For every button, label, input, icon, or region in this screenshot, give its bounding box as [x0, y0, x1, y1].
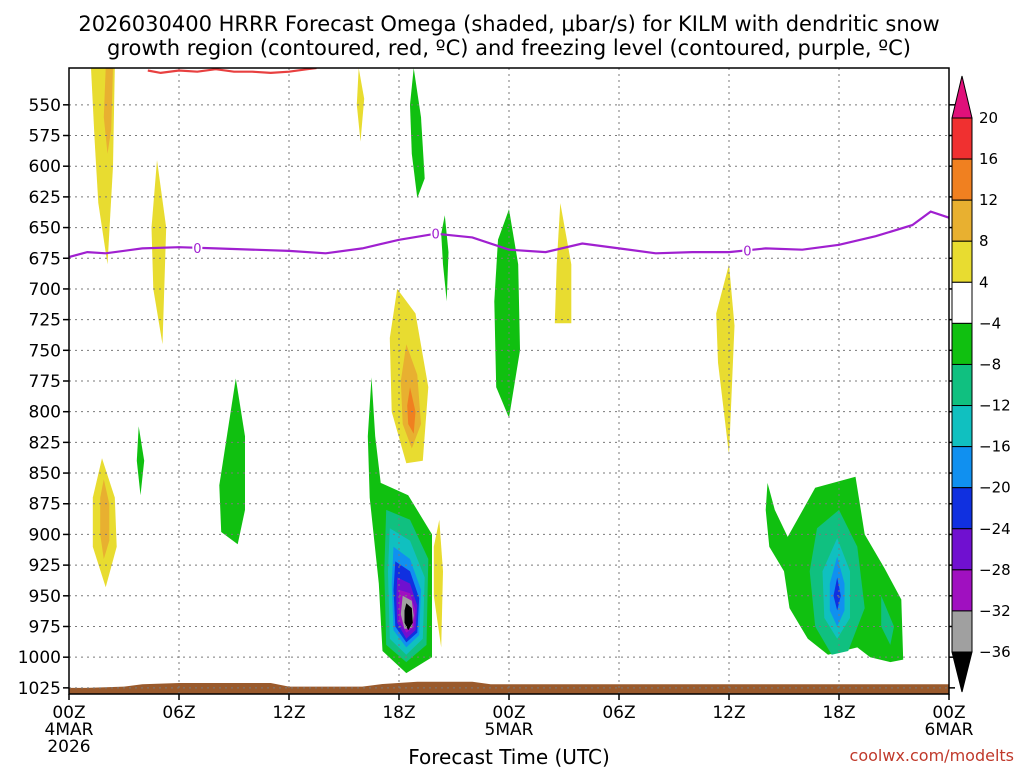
colorbar-label: 4	[979, 273, 989, 291]
y-tick-label: 750	[29, 341, 61, 361]
colorbar-label: 8	[979, 232, 989, 250]
freezing-level-label: 0	[743, 244, 751, 259]
omega-region-downward-4	[716, 264, 735, 455]
y-tick-label: 650	[29, 219, 61, 239]
colorbar-band	[951, 610, 973, 653]
y-tick-label: 825	[29, 433, 61, 453]
y-tick-label: 800	[29, 403, 61, 423]
omega-region-downward-4	[433, 519, 443, 648]
omega-region-upward-max	[404, 603, 413, 631]
colorbar-label: 20	[979, 109, 998, 127]
omega-region-upward-8	[441, 215, 449, 302]
omega-region-downward-12	[407, 387, 416, 434]
y-tick-label: 725	[29, 311, 61, 331]
x-tick-label: 12Z	[272, 703, 305, 723]
colorbar-band	[951, 117, 973, 160]
gridlines	[69, 68, 949, 694]
colorbar-label: −16	[979, 438, 1011, 456]
colorbar-band	[951, 446, 973, 489]
colorbar-band	[951, 487, 973, 530]
chart-title-line-1: 2026030400 HRRR Forecast Omega (shaded, …	[78, 12, 939, 36]
colorbar-label: −24	[979, 520, 1011, 538]
y-tick-label: 700	[29, 280, 61, 300]
x-tick-label: 5MAR	[485, 720, 534, 740]
omega-region-upward-12	[881, 595, 894, 645]
omega-region-downward-8	[100, 479, 110, 559]
y-tick-label: 575	[29, 127, 61, 147]
contour-lines: 0 0 0	[69, 68, 949, 259]
freezing-level-line	[69, 210, 949, 259]
x-tick-label: 00Z	[52, 703, 85, 723]
y-tick-label: 875	[29, 495, 61, 515]
omega-region-upward-8	[410, 68, 425, 199]
colorbar-band	[951, 240, 973, 283]
omega-region-upward-8	[219, 378, 245, 545]
colorbar-band	[951, 158, 973, 201]
x-tick-label: 18Z	[822, 703, 855, 723]
credit-text: coolwx.com/modelts	[850, 746, 1014, 765]
y-tick-label: 600	[29, 157, 61, 177]
colorbar-label: 16	[979, 150, 998, 168]
colorbar-label: −4	[979, 314, 1001, 332]
x-tick-label: 06Z	[602, 703, 635, 723]
dgz-contour-line	[147, 68, 317, 75]
omega-region-downward-4	[151, 160, 167, 345]
omega-region-upward-8	[494, 209, 520, 418]
omega-regions	[91, 68, 904, 674]
y-tick-label: 950	[29, 587, 61, 607]
x-axis-title: Forecast Time (UTC)	[408, 745, 610, 768]
colorbar-top-arrow	[951, 75, 973, 119]
colorbar-label: −12	[979, 397, 1011, 415]
y-tick-label: 675	[29, 249, 61, 269]
y-tick-label: 625	[29, 188, 61, 208]
colorbar-label: −36	[979, 643, 1011, 661]
y-tick-label: 1000	[18, 648, 61, 668]
colorbar-band	[951, 569, 973, 612]
freezing-level-label: 0	[432, 228, 440, 243]
freezing-level-label-bg	[430, 225, 441, 242]
colorbar-band	[951, 322, 973, 365]
freezing-level-label-bg	[742, 242, 753, 259]
colorbar-band	[951, 528, 973, 571]
x-tick-label: 00Z	[492, 703, 525, 723]
x-tick-label: 2026	[47, 737, 90, 757]
x-tick-label: 6MAR	[925, 720, 974, 740]
x-tick-label: 06Z	[162, 703, 195, 723]
y-tick-label: 850	[29, 464, 61, 484]
y-axis: 550 575 600 625 650 675 700 725 750 775 800 825 850 8…	[18, 96, 955, 699]
colorbar-band	[951, 405, 973, 448]
colorbar-label: −20	[979, 479, 1011, 497]
freezing-level-label: 0	[193, 242, 201, 257]
colorbar-label: −32	[979, 602, 1011, 620]
x-tick-label: 4MAR	[45, 720, 94, 740]
colorbar: 20 16 12 8 4 −4 −8 −12 −16 −20 −24 −28 −32 −36	[951, 75, 1011, 693]
omega-region-downward-8	[103, 68, 113, 154]
x-tick-label: 18Z	[382, 703, 415, 723]
y-tick-label: 1025	[18, 679, 61, 699]
omega-region-upward-8	[136, 426, 145, 496]
colorbar-band	[951, 281, 973, 324]
omega-region-downward-4	[554, 203, 572, 324]
chart-title-line-2: growth region (contoured, red, ºC) and f…	[107, 36, 911, 60]
colorbar-label: −28	[979, 561, 1011, 579]
y-tick-label: 550	[29, 96, 61, 116]
freezing-level-label-bg	[192, 239, 203, 256]
colorbar-band	[951, 363, 973, 407]
y-tick-label: 925	[29, 556, 61, 576]
colorbar-band	[951, 199, 973, 242]
colorbar-label: −8	[979, 355, 1001, 373]
colorbar-bottom-arrow	[951, 651, 973, 693]
y-tick-label: 900	[29, 525, 61, 545]
colorbar-label: 12	[979, 191, 998, 209]
y-tick-label: 975	[29, 617, 61, 637]
x-tick-label: 12Z	[712, 703, 745, 723]
omega-region-downward-4	[356, 68, 365, 142]
x-tick-label: 00Z	[932, 703, 965, 723]
y-tick-label: 775	[29, 372, 61, 392]
